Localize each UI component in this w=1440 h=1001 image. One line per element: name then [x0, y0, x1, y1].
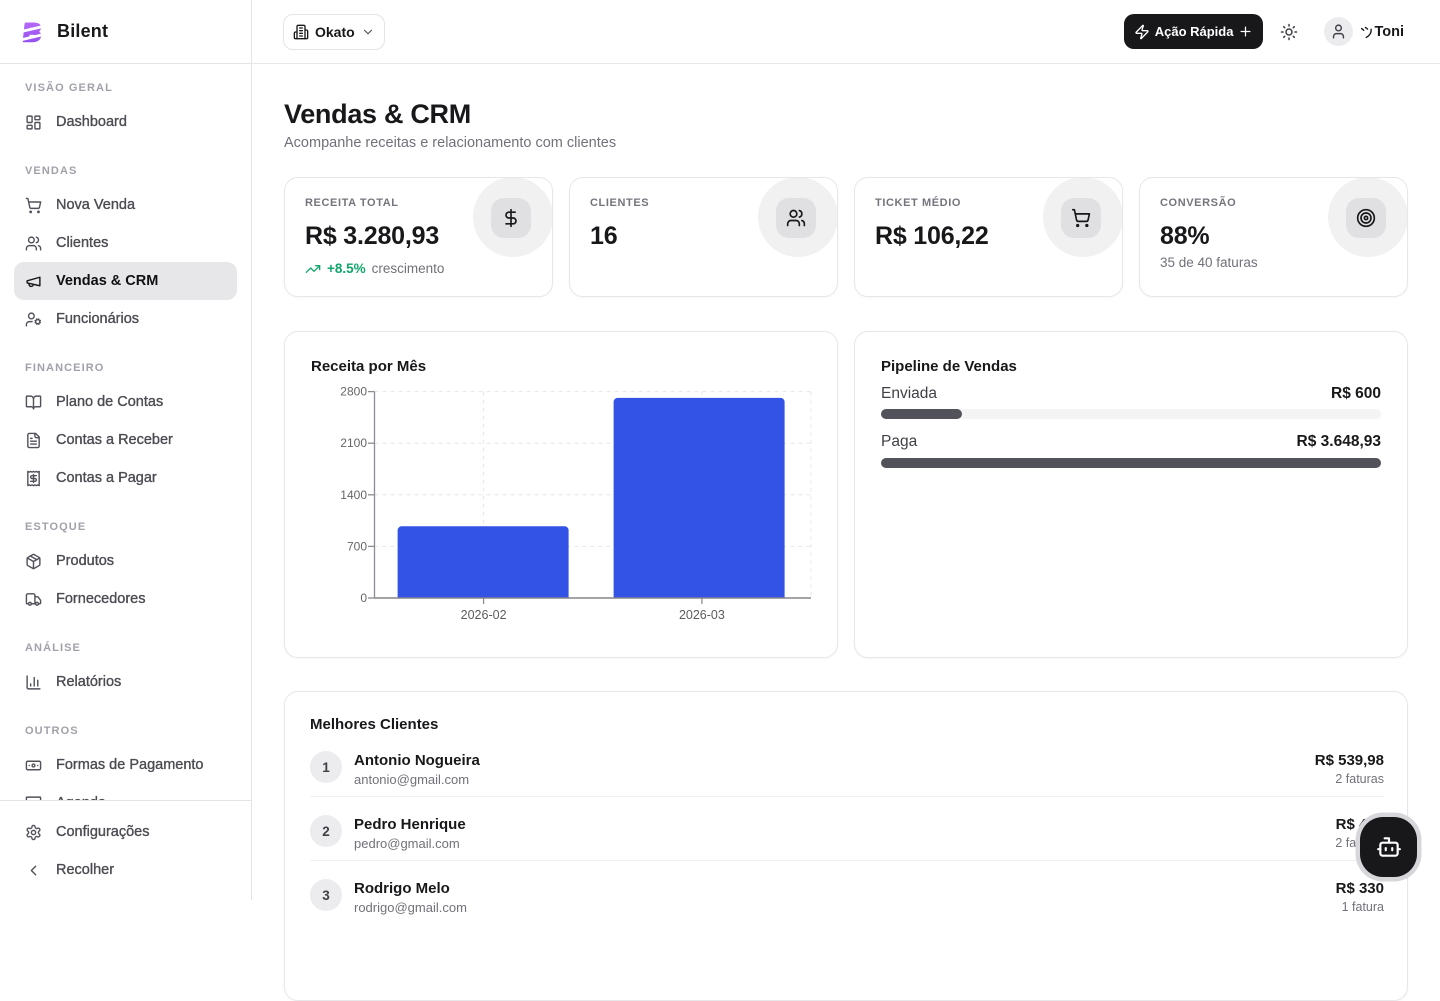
svg-text:2100: 2100 [340, 436, 367, 450]
svg-text:2800: 2800 [340, 384, 367, 398]
svg-text:1400: 1400 [340, 487, 367, 501]
svg-text:2026-03: 2026-03 [679, 608, 725, 622]
svg-text:0: 0 [360, 591, 367, 605]
svg-text:2026-02: 2026-02 [461, 608, 507, 622]
svg-text:700: 700 [347, 539, 367, 553]
